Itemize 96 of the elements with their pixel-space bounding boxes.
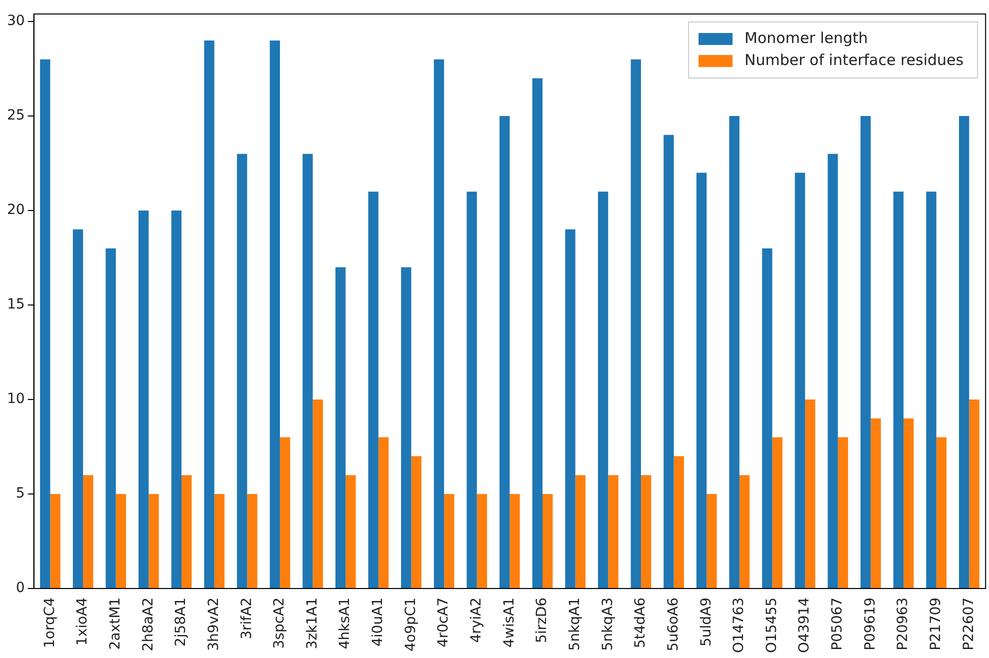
x-tick-label: 4wisA1 — [501, 597, 518, 648]
bar — [500, 116, 510, 588]
bar — [828, 154, 838, 588]
bar — [72, 229, 84, 588]
bar — [674, 456, 684, 588]
bar — [893, 192, 904, 588]
bar — [640, 475, 652, 588]
bar — [148, 494, 159, 588]
x-tick-label: 4ryiA2 — [468, 597, 485, 643]
y-tick-label: 5 — [16, 486, 25, 502]
x-tick-label: 3rifA2 — [238, 597, 255, 640]
bar — [762, 248, 772, 588]
bar — [411, 456, 422, 588]
x-tick-label: O15455 — [764, 597, 780, 654]
bar — [247, 494, 258, 588]
x-tick-label: P21709 — [928, 597, 944, 650]
bar — [838, 437, 848, 588]
x-tick-label: P20963 — [895, 597, 912, 650]
bar — [182, 475, 192, 588]
bar — [312, 399, 323, 588]
bar — [346, 475, 356, 588]
x-tick-label: 2axtM1 — [108, 597, 124, 650]
x-tick-label: 3spcA2 — [272, 597, 288, 649]
x-tick-label: 5nkqA3 — [600, 597, 616, 651]
bar — [565, 229, 576, 588]
bar — [444, 494, 454, 588]
y-tick-label: 30 — [6, 13, 25, 30]
x-tick-label: 5u6oA6 — [665, 597, 682, 652]
bar — [870, 418, 881, 588]
bar — [794, 172, 806, 588]
bar — [236, 154, 248, 588]
y-tick-label: 0 — [16, 580, 25, 596]
bar — [510, 494, 520, 588]
bar — [739, 475, 750, 588]
bar — [696, 172, 707, 588]
bar — [542, 494, 553, 588]
x-tick-label: O43914 — [796, 597, 813, 654]
bar — [772, 437, 782, 588]
x-tick-label: P22607 — [960, 597, 977, 650]
bar — [630, 59, 641, 588]
x-tick-label: 5t4dA6 — [632, 597, 649, 648]
y-tick-label: 15 — [6, 296, 25, 313]
bar — [860, 116, 871, 588]
x-tick-label: 5uldA9 — [698, 597, 714, 646]
bar — [532, 78, 543, 588]
bar — [969, 399, 980, 588]
legend-label: Number of interface residues — [744, 50, 964, 69]
y-tick-label: 20 — [6, 202, 25, 218]
x-tick-label: 5irzD6 — [534, 597, 550, 644]
bar — [171, 210, 182, 588]
bar — [401, 267, 412, 588]
x-tick-label: 1orqC4 — [42, 597, 58, 648]
bar — [706, 494, 717, 588]
bar — [378, 437, 389, 588]
x-tick-label: O14763 — [731, 597, 748, 654]
legend-label: Monomer length — [744, 28, 868, 47]
bar — [83, 475, 94, 588]
bar — [302, 154, 313, 588]
bar — [805, 399, 816, 588]
bar — [270, 40, 280, 588]
x-tick-label: P09619 — [862, 597, 878, 650]
bar — [926, 192, 936, 588]
bar — [936, 437, 947, 588]
bar — [204, 40, 214, 588]
bar — [335, 267, 346, 588]
x-tick-label: 3h9vA2 — [206, 597, 222, 651]
bar — [50, 494, 60, 588]
bar — [280, 437, 290, 588]
x-tick-label: 4i0uA1 — [370, 597, 386, 647]
x-tick-label: 2j58A1 — [173, 597, 190, 647]
y-tick-label: 25 — [6, 108, 25, 124]
bar — [958, 116, 970, 588]
bar — [434, 59, 444, 588]
bar — [214, 494, 224, 588]
bar — [904, 418, 914, 588]
bar — [138, 210, 149, 588]
x-tick-label: 2h8aA2 — [140, 597, 156, 652]
bar — [368, 192, 378, 588]
bar — [40, 59, 50, 588]
x-tick-label: 4r0cA7 — [436, 597, 452, 648]
bar — [664, 134, 674, 588]
x-tick-label: P05067 — [830, 597, 846, 650]
y-tick-label: 10 — [6, 391, 25, 408]
bar — [598, 192, 608, 588]
bar — [575, 475, 586, 588]
bar — [608, 475, 618, 588]
bar — [476, 494, 488, 588]
x-tick-label: 1xioA4 — [74, 597, 91, 646]
x-tick-label: 3zk1A1 — [304, 597, 320, 650]
bar — [106, 248, 116, 588]
x-tick-label: 4o9pC1 — [402, 597, 419, 652]
bar — [729, 116, 740, 588]
bar — [116, 494, 126, 588]
x-tick-label: 5nkqA1 — [566, 597, 583, 651]
x-tick-label: 4hksA1 — [337, 597, 354, 650]
bar — [466, 192, 477, 588]
